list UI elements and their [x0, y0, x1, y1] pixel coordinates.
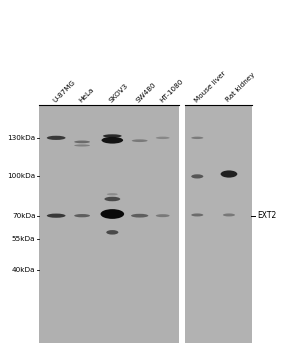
Bar: [179, 105, 185, 343]
Ellipse shape: [191, 214, 203, 216]
Ellipse shape: [191, 174, 203, 179]
Ellipse shape: [191, 136, 203, 139]
Text: SKOV3: SKOV3: [108, 82, 129, 103]
Text: 40kDa: 40kDa: [12, 267, 35, 273]
Ellipse shape: [74, 214, 90, 217]
Text: HeLa: HeLa: [78, 86, 95, 103]
Ellipse shape: [101, 209, 124, 219]
Ellipse shape: [107, 193, 118, 195]
Text: 100kDa: 100kDa: [7, 173, 35, 180]
Text: EXT2: EXT2: [257, 211, 276, 220]
Bar: [39, 105, 179, 343]
Bar: [185, 105, 252, 343]
Ellipse shape: [47, 214, 66, 218]
Ellipse shape: [47, 136, 66, 140]
Text: Mouse liver: Mouse liver: [193, 70, 227, 103]
Ellipse shape: [104, 197, 120, 201]
Text: 70kDa: 70kDa: [12, 213, 35, 219]
Ellipse shape: [132, 139, 147, 142]
Text: HT-1080: HT-1080: [158, 78, 184, 103]
Ellipse shape: [221, 170, 237, 177]
Text: 55kDa: 55kDa: [12, 237, 35, 243]
Text: 130kDa: 130kDa: [7, 135, 35, 141]
Ellipse shape: [156, 136, 170, 139]
Ellipse shape: [102, 137, 123, 143]
Ellipse shape: [74, 145, 90, 147]
Text: Rat kidney: Rat kidney: [225, 72, 256, 103]
Ellipse shape: [156, 214, 170, 217]
Ellipse shape: [106, 230, 118, 235]
Text: SW480: SW480: [135, 81, 158, 103]
Text: U-87MG: U-87MG: [52, 78, 77, 103]
Ellipse shape: [74, 141, 90, 143]
Ellipse shape: [131, 214, 148, 218]
Ellipse shape: [103, 134, 122, 138]
Ellipse shape: [223, 214, 235, 216]
